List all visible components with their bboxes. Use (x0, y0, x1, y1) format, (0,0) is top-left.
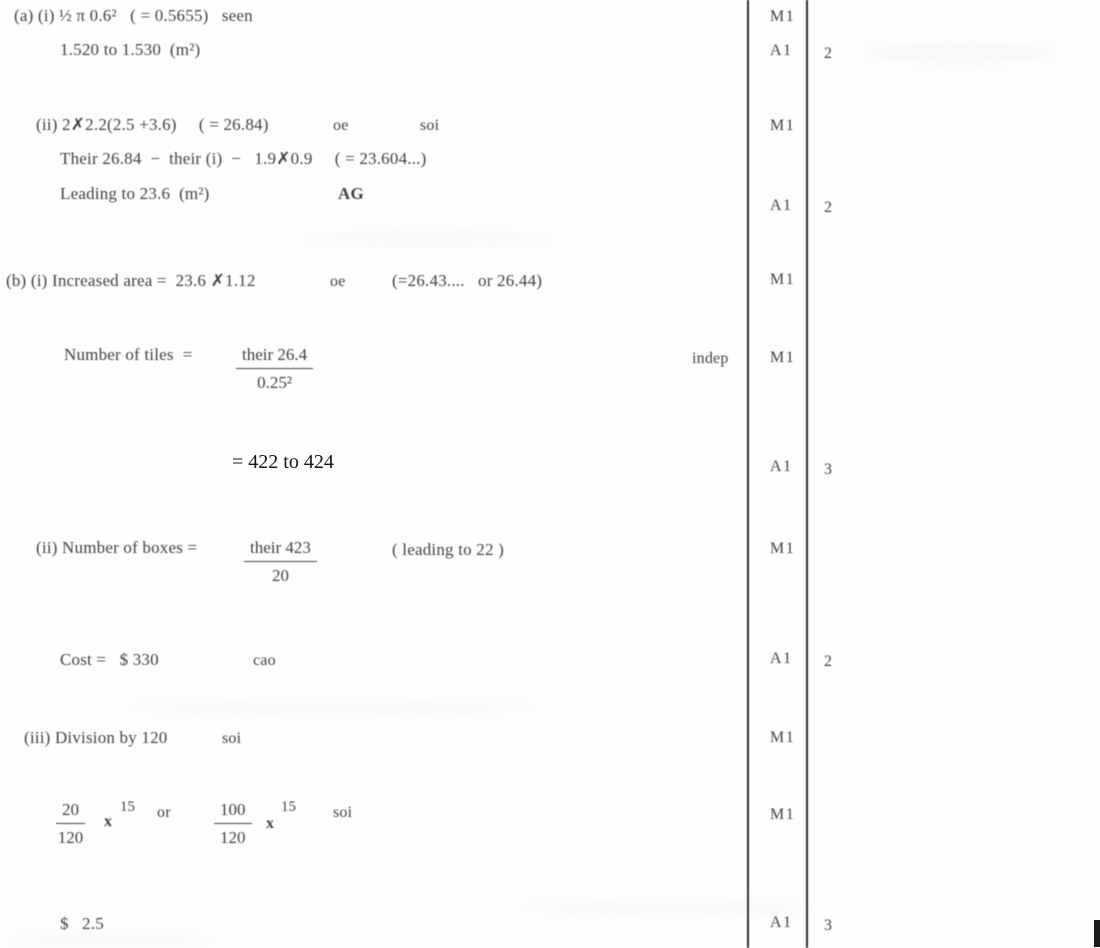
boxes-fraction: their 423 20 (244, 538, 317, 586)
tiles-fraction: their 26.4 0.25² (236, 345, 314, 393)
scan-artifact (0, 934, 220, 946)
part-a-ii-formula: (ii) 2✗2.2(2.5 +3.6) ( = 26.84) (36, 115, 269, 134)
total-cell: 3 (824, 461, 832, 478)
total-cell: 3 (824, 917, 832, 934)
part-a-i-answer: 1.520 to 1.530 (m²) (60, 40, 201, 59)
leading-note: ( leading to 22 ) (392, 540, 504, 559)
value-15: 15 (120, 799, 135, 815)
oe-note-2: oe (330, 273, 346, 290)
final-answer: $ 2.5 (60, 914, 104, 933)
value-15: 15 (281, 799, 296, 815)
multiply-x-icon: x (104, 813, 112, 830)
fraction-numerator: 20 (56, 800, 85, 824)
fraction-100-120: 100 120 (214, 800, 252, 848)
mark-cell: M1 (770, 8, 796, 25)
total-cell: 2 (824, 653, 832, 670)
cao-note: cao (253, 652, 276, 669)
fraction-denominator: 120 (220, 828, 246, 847)
tiles-label: Number of tiles = (64, 345, 193, 364)
table-rule-left (747, 0, 749, 948)
mark-cell: A1 (770, 650, 793, 667)
scan-artifact (120, 700, 540, 714)
scan-artifact (860, 42, 1060, 64)
mark-cell: M1 (770, 540, 796, 557)
mark-cell: A1 (770, 458, 793, 475)
mark-cell: M1 (770, 806, 796, 823)
boxes-label: (ii) Number of boxes = (36, 538, 198, 557)
cost-line: Cost = $ 330 (60, 650, 159, 669)
fraction-20-120: 20 120 (56, 800, 85, 848)
multiply-x-icon: x (266, 815, 274, 832)
part-a-i-formula: (a) (i) ½ π 0.6² ( = 0.5655) seen (14, 6, 253, 25)
range-note: (=26.43.... or 26.44) (392, 271, 543, 290)
page-edge-bar (1094, 920, 1100, 947)
fraction-numerator: their 423 (244, 538, 317, 562)
part-b-i-result: = 422 to 424 (232, 451, 334, 473)
scan-artifact (300, 232, 560, 246)
soi-note: soi (420, 117, 440, 134)
mark-cell: M1 (770, 271, 796, 288)
soi-note-3: soi (222, 730, 242, 747)
total-cell: 2 (824, 45, 832, 62)
part-a-ii-conclusion: Leading to 23.6 (m²) (60, 184, 210, 203)
oe-note: oe (333, 117, 349, 134)
scan-artifact (520, 900, 820, 914)
mark-cell: M1 (770, 729, 796, 746)
part-b-i-formula: (b) (i) Increased area = 23.6 ✗1.12 (6, 271, 256, 290)
part-a-ii-working: Their 26.84 − their (i) − 1.9✗0.9 ( = 23… (60, 149, 427, 168)
soi-note-4: soi (333, 804, 353, 821)
fraction-denominator: 120 (57, 828, 84, 847)
fraction-numerator: 100 (214, 800, 252, 824)
mark-cell: M1 (770, 349, 796, 366)
mark-cell: A1 (770, 914, 793, 931)
indep-note: indep (692, 350, 729, 367)
fraction-numerator: their 26.4 (236, 345, 314, 369)
fraction-denominator: 0.25² (257, 373, 292, 392)
ag-note: AG (338, 184, 364, 203)
total-cell: 2 (824, 199, 832, 216)
table-rule-right (806, 0, 808, 948)
fraction-denominator: 20 (271, 566, 289, 585)
mark-cell: A1 (770, 197, 793, 214)
division-line: (iii) Division by 120 (24, 728, 168, 747)
mark-cell: A1 (770, 42, 793, 59)
mark-cell: M1 (770, 117, 796, 134)
or-text: or (157, 804, 171, 821)
